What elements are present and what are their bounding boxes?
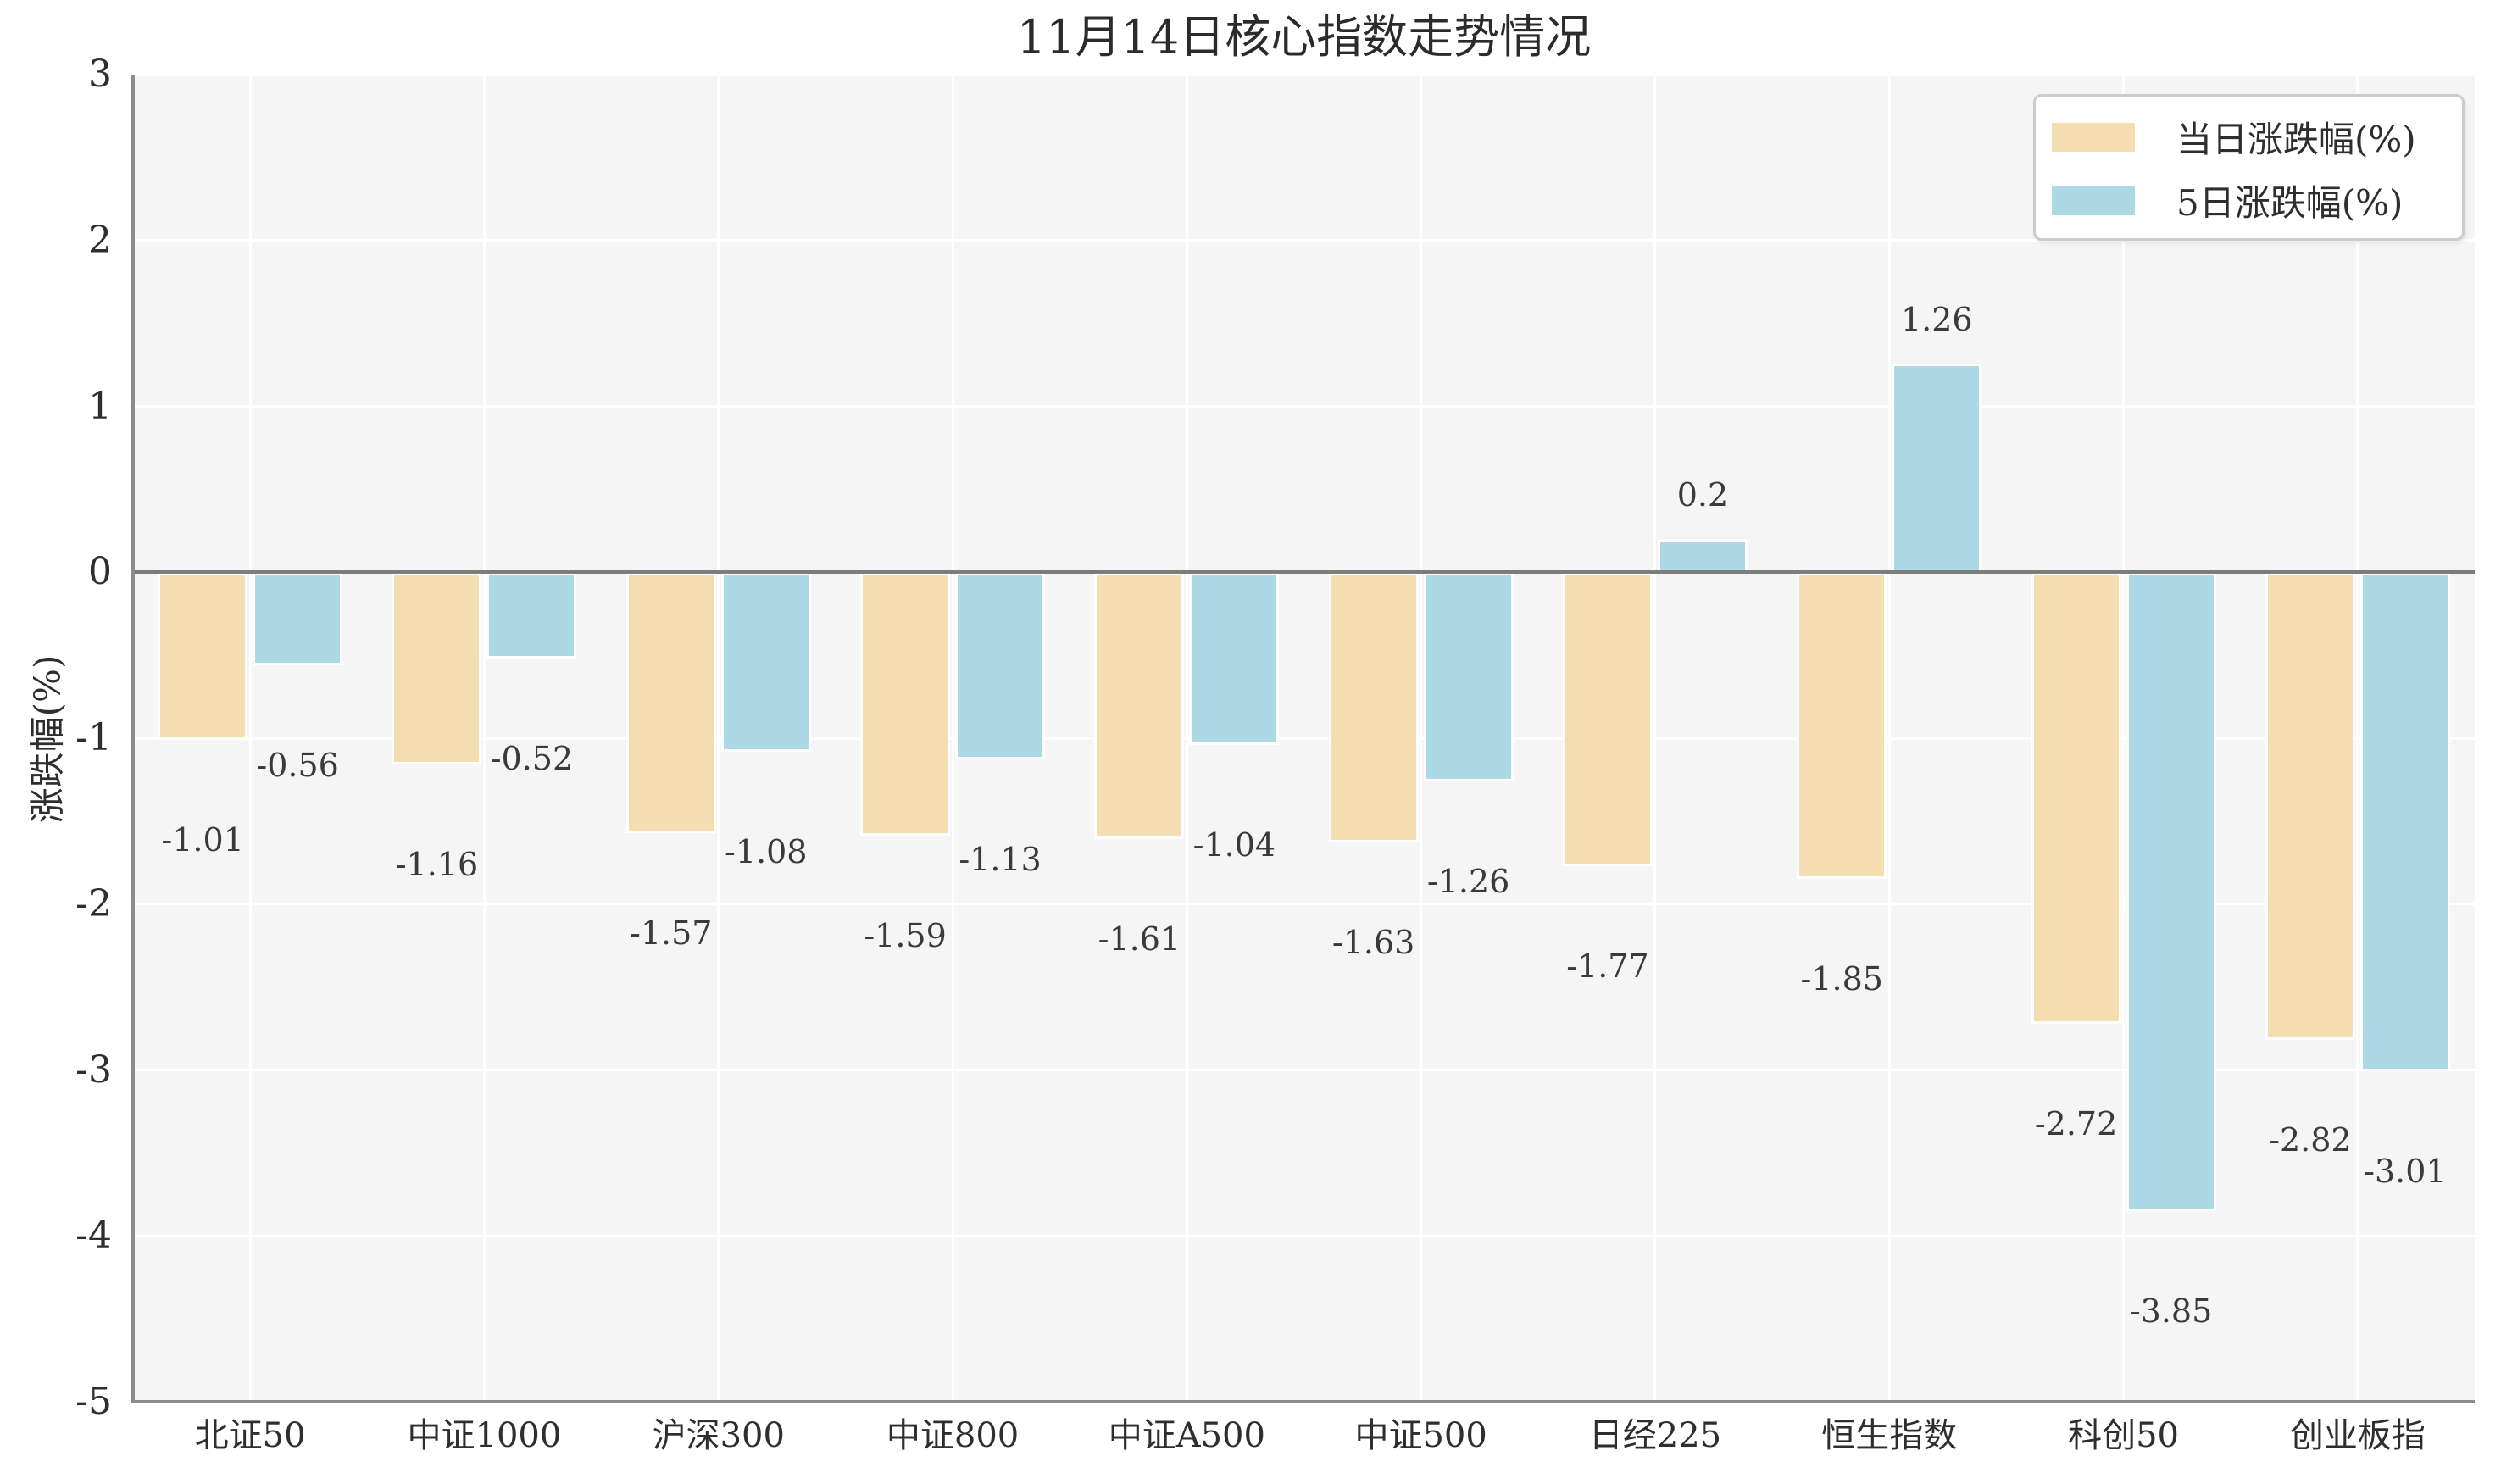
bar-value-label: -1.13 xyxy=(959,841,1042,879)
bar-value-label: -3.85 xyxy=(2129,1292,2213,1330)
gridline-vertical xyxy=(1653,75,1657,1402)
gridline-horizontal xyxy=(133,1069,2475,1071)
gridline-vertical xyxy=(2356,75,2359,1402)
plot-area: -1.01 -1.16 -1.57 -1.59 -1.61 -1.63 -1.77 -1.85… xyxy=(131,73,2475,1403)
gridline-vertical xyxy=(2122,75,2126,1402)
bar-value-label: -2.82 xyxy=(2269,1121,2352,1159)
bar-value-label: -1.08 xyxy=(725,832,808,870)
bar-5day-change xyxy=(2359,572,2450,1072)
gridline-horizontal xyxy=(133,239,2475,242)
bar-5day-change xyxy=(253,572,343,665)
legend-swatch-5day xyxy=(2052,186,2135,215)
legend-label-day: 当日涨跌幅(%) xyxy=(2176,119,2416,160)
x-tick-label: 中证500 xyxy=(1354,1416,1487,1455)
x-tick-label: 日经225 xyxy=(1588,1416,1722,1455)
gridline-horizontal xyxy=(133,1234,2475,1237)
legend-item-day: 当日涨跌幅(%) xyxy=(2052,105,2462,169)
gridline-vertical xyxy=(1420,75,1423,1402)
bar-value-label: 0.2 xyxy=(1676,476,1729,514)
y-tick-label: -5 xyxy=(75,1380,112,1423)
bar-value-label: -0.56 xyxy=(256,746,339,784)
bar-5day-change xyxy=(720,572,811,752)
bar-5day-change xyxy=(1657,539,1748,573)
bar-value-label: -1.59 xyxy=(864,917,947,955)
y-tick-label: -4 xyxy=(75,1214,112,1258)
bar-value-label: 1.26 xyxy=(1900,300,1973,338)
gridline-vertical xyxy=(248,75,252,1402)
gridline-vertical xyxy=(717,75,720,1402)
axis-spine-bottom xyxy=(131,1400,2475,1403)
legend-item-5day: 5日涨跌幅(%) xyxy=(2052,169,2462,232)
gridline-horizontal xyxy=(133,736,2475,740)
x-tick-label: 创业板指 xyxy=(2289,1416,2426,1455)
gridline-horizontal xyxy=(133,903,2475,906)
x-tick-label: 中证1000 xyxy=(407,1416,562,1455)
bar-value-label: -3.01 xyxy=(2364,1153,2447,1191)
bar-5day-change xyxy=(1892,363,1982,573)
y-tick-label: -2 xyxy=(75,881,112,925)
bar-value-label: -1.63 xyxy=(1331,924,1415,962)
x-tick-label: 中证A500 xyxy=(1108,1416,1265,1455)
bar-value-label: -1.01 xyxy=(161,820,244,859)
bar-value-label: -2.72 xyxy=(2034,1104,2118,1142)
legend: 当日涨跌幅(%) 5日涨跌幅(%) xyxy=(2033,94,2465,241)
x-tick-label: 沪深300 xyxy=(652,1416,785,1455)
gridline-horizontal xyxy=(133,73,2475,76)
bar-day-change xyxy=(1328,572,1419,843)
axis-spine-left xyxy=(131,75,135,1402)
bar-value-label: -1.77 xyxy=(1566,947,1649,985)
bar-day-change xyxy=(860,572,951,836)
bar-day-change xyxy=(1562,572,1653,866)
y-tick-label: 0 xyxy=(88,550,112,594)
bar-day-change xyxy=(2265,572,2355,1041)
chart-title: 11月14日核心指数走势情况 xyxy=(1016,10,1592,64)
bar-value-label: -1.85 xyxy=(1800,960,1883,998)
y-tick-label: -3 xyxy=(75,1048,112,1092)
bar-day-change xyxy=(625,572,716,833)
bar-5day-change xyxy=(1189,572,1280,745)
zero-axis-line xyxy=(133,570,2475,575)
gridline-vertical xyxy=(951,75,954,1402)
y-tick-label: 1 xyxy=(88,384,112,428)
gridline-vertical xyxy=(482,75,486,1402)
bar-value-label: -1.26 xyxy=(1426,862,1510,900)
gridline-vertical xyxy=(1887,75,1891,1402)
bar-day-change xyxy=(158,572,248,740)
legend-swatch-day xyxy=(2052,122,2135,152)
bar-day-change xyxy=(1797,572,1887,880)
gridline-horizontal xyxy=(133,405,2475,408)
bar-5day-change xyxy=(2126,572,2216,1211)
y-tick-label: -1 xyxy=(75,716,112,759)
bar-value-label: -1.61 xyxy=(1098,920,1181,959)
bar-day-change xyxy=(1094,572,1185,840)
y-tick-label: 3 xyxy=(88,53,112,96)
gridline-vertical xyxy=(1185,75,1188,1402)
bar-5day-change xyxy=(1423,572,1514,781)
bar-5day-change xyxy=(955,572,1046,760)
x-tick-label: 北证50 xyxy=(194,1416,306,1455)
bar-value-label: -1.57 xyxy=(630,914,713,952)
bar-day-change xyxy=(392,572,482,765)
x-tick-label: 科创50 xyxy=(2068,1416,2179,1455)
y-tick-label: 2 xyxy=(88,218,112,262)
bar-value-label: -1.16 xyxy=(395,846,479,884)
x-tick-label: 恒生指数 xyxy=(1821,1416,1958,1455)
legend-label-5day: 5日涨跌幅(%) xyxy=(2176,182,2404,224)
bar-value-label: -0.52 xyxy=(490,740,574,778)
bar-value-label: -1.04 xyxy=(1192,825,1276,864)
x-tick-label: 中证800 xyxy=(886,1416,1020,1455)
bar-day-change xyxy=(2031,572,2121,1024)
bar-5day-change xyxy=(486,572,577,659)
